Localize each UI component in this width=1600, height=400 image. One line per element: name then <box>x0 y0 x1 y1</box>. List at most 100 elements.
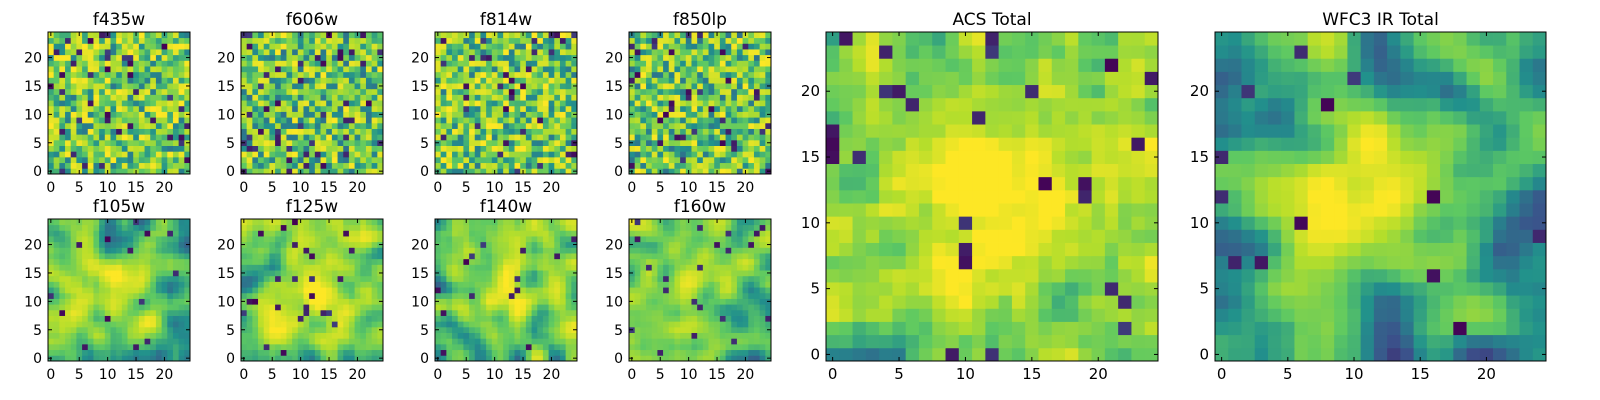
heatmap-cell <box>508 304 515 311</box>
heatmap-cell <box>104 111 111 118</box>
heatmap-cell <box>354 128 361 135</box>
heatmap-cell <box>360 332 367 339</box>
heatmap-cell <box>93 77 100 84</box>
heatmap-cell <box>452 122 459 129</box>
heatmap-cell <box>286 219 293 226</box>
heatmap-cell <box>365 264 373 271</box>
heatmap-cell <box>486 151 493 158</box>
heatmap-cell <box>691 71 698 78</box>
heatmap-cell <box>343 88 350 95</box>
heatmap-cell <box>48 88 55 95</box>
heatmap-cell <box>452 54 459 61</box>
heatmap-cell <box>82 139 89 146</box>
heatmap-cell <box>343 151 350 158</box>
heatmap-cell <box>725 66 732 73</box>
heatmap-cell <box>634 32 641 39</box>
heatmap-cell <box>474 117 481 124</box>
heatmap-cell <box>565 49 572 56</box>
heatmap-cell <box>640 292 647 299</box>
heatmap-cell <box>480 281 487 288</box>
heatmap-cell <box>138 275 145 282</box>
heatmap-cell <box>753 43 761 50</box>
heatmap-cell <box>104 60 111 67</box>
heatmap-cell <box>303 309 310 316</box>
heatmap-cell <box>263 355 270 362</box>
heatmap-cell <box>731 37 738 44</box>
heatmap-cell <box>440 258 447 265</box>
heatmap-cell <box>59 304 66 311</box>
heatmap-cell <box>446 258 453 265</box>
heatmap-cell <box>343 247 350 254</box>
heatmap-cell <box>348 105 355 112</box>
heatmap-cell <box>286 298 293 305</box>
heatmap-cell <box>87 275 94 282</box>
heatmap-cell <box>697 168 704 175</box>
heatmap-cell <box>292 247 299 254</box>
heatmap-cell <box>486 326 493 333</box>
heatmap-cell <box>371 139 378 146</box>
heatmap-cell <box>155 60 162 67</box>
heatmap-cell <box>59 247 66 254</box>
heatmap-cell <box>508 287 515 294</box>
heatmap-cell <box>53 43 60 50</box>
heatmap-cell <box>525 355 532 362</box>
heatmap-cell <box>309 309 316 316</box>
heatmap-cell <box>331 298 338 305</box>
heatmap-cell <box>491 111 498 118</box>
heatmap-cell <box>554 83 561 90</box>
heatmap-cell <box>508 309 515 316</box>
heatmap-cell <box>629 49 636 56</box>
heatmap-cell <box>537 219 544 226</box>
heatmap-cell <box>292 77 299 84</box>
heatmap-cell <box>663 60 670 67</box>
heatmap-cell <box>469 241 476 248</box>
heatmap-cell <box>486 32 493 39</box>
heatmap-cell <box>565 275 572 282</box>
heatmap-cell <box>348 100 355 107</box>
heatmap-cell <box>651 77 658 84</box>
heatmap-cell <box>474 122 481 129</box>
heatmap-cell <box>753 105 761 112</box>
heatmap-cell <box>514 145 521 152</box>
heatmap-cell <box>725 139 732 146</box>
heatmap-cell <box>93 224 100 231</box>
heatmap-cell <box>531 162 538 169</box>
heatmap-cell <box>110 168 117 175</box>
heatmap-cell <box>640 287 647 294</box>
heatmap-cell <box>326 258 333 265</box>
heatmap-cell <box>765 281 772 288</box>
heatmap-cell <box>138 37 145 44</box>
heatmap-cell <box>491 281 498 288</box>
heatmap-cell <box>365 122 373 129</box>
heatmap-cell <box>104 71 111 78</box>
heatmap-cell <box>59 88 66 95</box>
heatmap-cell <box>263 321 270 328</box>
heatmap-cell <box>748 134 755 141</box>
heatmap-cell <box>542 156 549 164</box>
heatmap-cell <box>708 128 715 135</box>
heatmap-cell <box>354 71 361 78</box>
heatmap-cell <box>486 100 493 107</box>
heatmap-cell <box>748 77 755 84</box>
heatmap-cell <box>280 83 287 90</box>
heatmap-cell <box>314 349 321 356</box>
heatmap-cell <box>559 49 567 56</box>
heatmap-cell <box>309 43 316 50</box>
heatmap-cell <box>178 304 185 311</box>
heatmap-cell <box>121 111 128 118</box>
heatmap-cell <box>640 37 647 44</box>
heatmap-cell <box>440 139 447 146</box>
heatmap-cell <box>440 145 447 152</box>
heatmap-cell <box>172 134 180 141</box>
heatmap-cell <box>320 43 327 50</box>
x-tick-label: 5 <box>462 367 471 383</box>
heatmap-cell <box>514 275 521 282</box>
heatmap-cell <box>497 71 504 78</box>
heatmap-cell <box>435 77 442 84</box>
heatmap-cell <box>241 287 248 294</box>
heatmap-cell <box>320 128 327 135</box>
heatmap-cell <box>87 32 94 39</box>
heatmap-cell <box>280 128 287 135</box>
heatmap-cell <box>646 292 653 299</box>
heatmap-cell <box>514 32 521 39</box>
